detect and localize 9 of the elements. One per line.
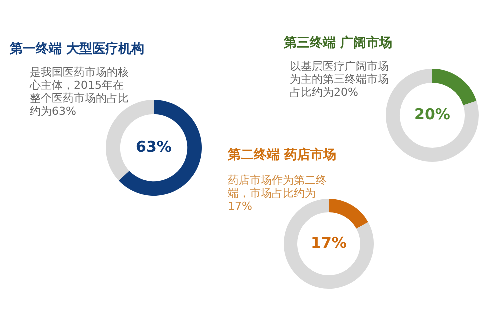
chart-subtitle: 药店市场作为第二终端，市场占比约为17%: [228, 174, 328, 213]
data-label: 20%: [414, 105, 450, 124]
chart-title: 第三终端 广阔市场: [284, 34, 393, 52]
data-label: 17%: [311, 234, 347, 252]
chart-subtitle: 以基层医疗广阔市场为主的第三终端市场占比约为20%: [290, 60, 390, 99]
chart-title: 第二终端 药店市场: [228, 146, 337, 164]
data-label: 63%: [136, 138, 172, 156]
chart-title: 第一终端 大型医疗机构: [10, 40, 145, 58]
chart-subtitle: 是我国医药市场的核心主体，2015年在整个医药市场的占比约为63%: [30, 66, 130, 118]
